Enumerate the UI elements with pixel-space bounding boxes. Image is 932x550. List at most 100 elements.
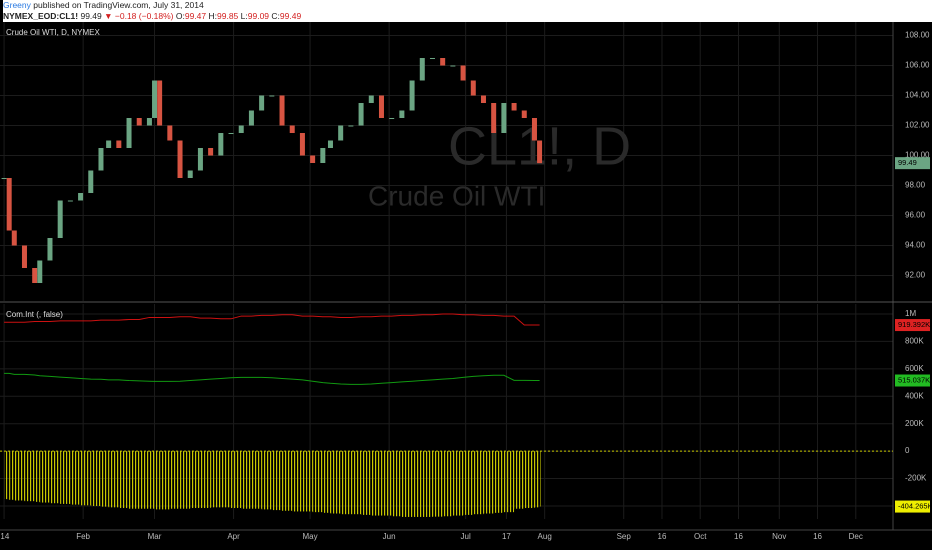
histogram-bar bbox=[80, 451, 91, 506]
y-tick-label: 106.00 bbox=[905, 61, 930, 70]
histogram-bar bbox=[312, 451, 323, 513]
histogram-bar bbox=[100, 451, 109, 507]
candle bbox=[429, 58, 435, 59]
candle bbox=[320, 148, 326, 163]
candle bbox=[338, 125, 344, 141]
x-tick-label: 16 bbox=[734, 532, 743, 541]
last: 99.49 bbox=[80, 11, 102, 21]
histogram-bar bbox=[401, 451, 413, 517]
y-tick-label: 400K bbox=[905, 391, 924, 400]
histogram-bar bbox=[322, 451, 331, 513]
histogram-bar bbox=[330, 451, 341, 514]
published: published on TradingView.com, July 31, 2… bbox=[33, 0, 204, 10]
x-tick-label: Nov bbox=[772, 532, 786, 541]
candle bbox=[491, 103, 497, 133]
candle bbox=[116, 140, 122, 148]
histogram-bar bbox=[350, 451, 362, 515]
histogram-bar bbox=[70, 451, 81, 505]
x-tick-label: Jul bbox=[461, 532, 471, 541]
pane-title: Com.Int (, false) bbox=[6, 310, 63, 319]
last-value-box bbox=[895, 157, 930, 170]
histogram-bar bbox=[412, 451, 423, 517]
histogram-bar bbox=[159, 451, 170, 510]
histogram-bar bbox=[241, 451, 252, 509]
histogram-bar bbox=[452, 451, 464, 516]
candle bbox=[299, 133, 305, 156]
x-tick-label: Apr bbox=[227, 532, 240, 541]
candle bbox=[152, 80, 158, 118]
x-tick-label: '14 bbox=[0, 532, 10, 541]
candle bbox=[88, 170, 94, 193]
y-tick-label: 200K bbox=[905, 419, 924, 428]
x-tick-label: Sep bbox=[617, 532, 632, 541]
chart: 92.00 94.00 96.00 98.00 100.00 102.00 104.00 10… bbox=[0, 22, 932, 541]
candle bbox=[531, 118, 537, 141]
x-tick-label: 16 bbox=[813, 532, 822, 541]
candle bbox=[378, 95, 384, 118]
histogram-bar bbox=[231, 451, 242, 509]
header: Greeny published on TradingView.com, Jul… bbox=[3, 0, 932, 22]
histogram-bar bbox=[129, 451, 140, 509]
ohlc-label: H: bbox=[208, 11, 218, 21]
candle bbox=[11, 230, 17, 246]
histogram-bar bbox=[118, 451, 130, 509]
author[interactable]: Greeny bbox=[3, 0, 31, 10]
candle bbox=[289, 125, 295, 133]
x-tick-label: Feb bbox=[76, 532, 90, 541]
histogram-bar bbox=[9, 451, 15, 500]
watermark-subtitle: Crude Oil WTI bbox=[368, 180, 545, 211]
series-line bbox=[4, 372, 540, 385]
histogram-bar bbox=[340, 451, 351, 515]
y-tick-label: 100.00 bbox=[905, 151, 930, 160]
y-tick-label: 94.00 bbox=[905, 241, 926, 250]
candle bbox=[269, 95, 275, 97]
histogram-bar bbox=[463, 451, 474, 515]
candle bbox=[187, 170, 193, 178]
x-tick-label: Mar bbox=[148, 532, 162, 541]
candle bbox=[106, 140, 112, 148]
x-tick-label: Jun bbox=[383, 532, 396, 541]
candle bbox=[21, 245, 27, 268]
y-tick-label: 800K bbox=[905, 337, 924, 346]
ohlc-label: C: bbox=[271, 11, 280, 21]
candle bbox=[98, 148, 104, 171]
histogram-bar bbox=[292, 451, 303, 512]
x-tick-label: Aug bbox=[538, 532, 552, 541]
candle bbox=[67, 200, 73, 202]
candle bbox=[440, 58, 446, 66]
candle bbox=[358, 103, 364, 126]
x-tick-label: Oct bbox=[694, 532, 707, 541]
histogram-bar bbox=[60, 451, 71, 504]
histogram-bar bbox=[514, 451, 525, 509]
histogram-bar bbox=[432, 451, 443, 517]
last-value-label: 515.037K bbox=[898, 375, 930, 384]
ohlc-label: L: bbox=[240, 11, 248, 21]
y-tick-label: 102.00 bbox=[905, 121, 930, 130]
y-tick-label: 104.00 bbox=[905, 91, 930, 100]
candle bbox=[167, 125, 173, 141]
y-tick-label: 98.00 bbox=[905, 181, 926, 190]
histogram-bar bbox=[282, 451, 293, 511]
candle bbox=[37, 260, 43, 283]
histogram-bar bbox=[108, 451, 119, 508]
candle bbox=[157, 80, 163, 126]
candle bbox=[368, 95, 374, 103]
candle bbox=[327, 140, 333, 148]
histogram-bar bbox=[210, 451, 221, 508]
symbol: NYMEX_EOD:CL1! bbox=[3, 11, 79, 21]
histogram-bar bbox=[90, 451, 101, 506]
y-tick-label: -200K bbox=[905, 474, 927, 483]
histogram-bar bbox=[422, 451, 433, 517]
candle bbox=[1, 178, 7, 179]
last-value-label: 919.392K bbox=[898, 320, 930, 329]
candle bbox=[228, 133, 234, 134]
candle bbox=[146, 118, 152, 126]
change: ▼ −0.18 (−0.18%) bbox=[104, 11, 174, 21]
histogram-bar bbox=[503, 451, 515, 513]
histogram-bar bbox=[154, 451, 160, 510]
histogram-bar bbox=[169, 451, 181, 509]
histogram-bar bbox=[34, 451, 40, 502]
histogram-bar bbox=[200, 451, 211, 509]
histogram-bar bbox=[149, 451, 155, 509]
candle bbox=[409, 80, 415, 111]
